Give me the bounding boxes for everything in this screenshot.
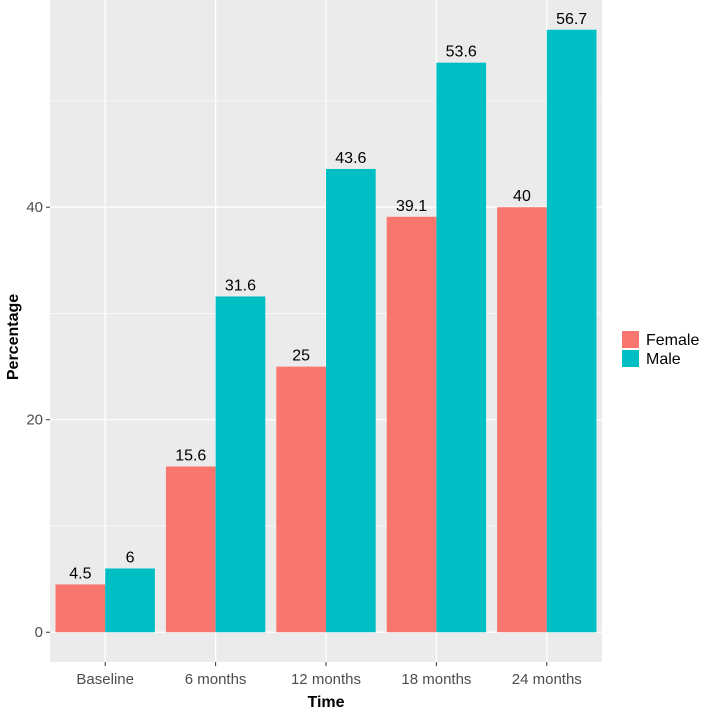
y-tick-label: 40: [26, 199, 43, 216]
bar-male-2: [215, 296, 266, 633]
bar-male-4: [436, 62, 487, 633]
y-tick-label: 0: [35, 624, 43, 641]
bar-male-1: [105, 568, 155, 633]
x-tick-label: 12 months: [291, 671, 361, 688]
data-label-female-2: 15.6: [175, 447, 206, 464]
bar-female-4: [386, 216, 437, 633]
data-label-female-3: 25: [292, 348, 310, 365]
x-tick-label: 6 months: [185, 671, 247, 688]
data-label-male-4: 53.6: [446, 44, 477, 61]
legend-key-male: [622, 350, 639, 367]
bar-male-5: [546, 29, 597, 633]
data-label-male-2: 31.6: [225, 277, 256, 294]
bar-female-1: [55, 584, 106, 633]
data-label-male-5: 56.7: [556, 11, 587, 28]
x-tick-label: 24 months: [512, 671, 582, 688]
bar-female-3: [276, 366, 326, 633]
data-label-male-1: 6: [126, 549, 135, 566]
bars: [55, 29, 597, 633]
x-tick-label: Baseline: [76, 671, 134, 688]
x-tick-label: 18 months: [401, 671, 471, 688]
data-labels: 4.5 15.6 25 39.1 40 6 31.6 43.6 53.6 56.7: [69, 11, 587, 583]
bar-male-3: [326, 168, 376, 633]
bar-female-2: [165, 466, 216, 633]
y-axis: 0 20 40: [26, 199, 50, 641]
legend-key-female: [622, 331, 639, 348]
y-tick-label: 20: [26, 412, 43, 429]
y-axis-title: Percentage: [5, 294, 22, 380]
data-label-female-5: 40: [513, 188, 531, 205]
data-label-male-3: 43.6: [335, 150, 366, 167]
legend-label-male: Male: [646, 351, 681, 368]
legend: Female Male: [622, 331, 699, 368]
data-label-female-4: 39.1: [396, 198, 427, 215]
legend-label-female: Female: [646, 332, 699, 349]
data-label-female-1: 4.5: [69, 565, 91, 582]
x-axis: Baseline 6 months 12 months 18 months 24 mon…: [76, 662, 582, 688]
x-axis-title: Time: [307, 694, 344, 711]
bar-female-5: [497, 207, 547, 633]
